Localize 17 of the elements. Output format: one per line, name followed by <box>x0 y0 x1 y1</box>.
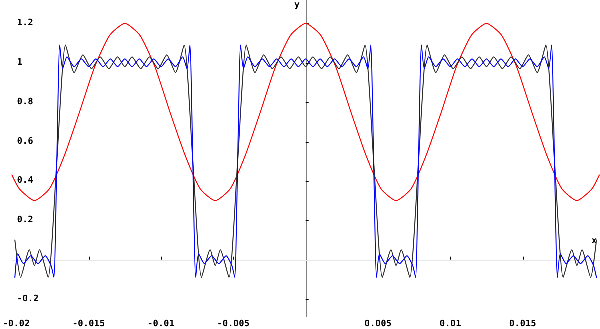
y-tick-label: 1.2 <box>17 18 34 29</box>
x-tick-label: 0.01 <box>440 320 462 329</box>
y-tick-label: -0.2 <box>17 294 39 304</box>
y-tick-label: 0.6 <box>17 136 34 147</box>
x-tick-label: 0.015 <box>509 320 536 329</box>
y-axis-title: y <box>294 0 300 10</box>
y-tick-label: 0.2 <box>17 216 34 226</box>
line-series <box>14 44 598 278</box>
y-tick-label: 1 <box>17 58 23 68</box>
x-tick-label: 0.005 <box>364 320 392 329</box>
y-tick-label: 0.8 <box>17 97 34 108</box>
x-axis-title: x <box>592 236 598 246</box>
x-tick-label: -0.02 <box>2 320 30 329</box>
y-tick-label: 0.4 <box>17 176 34 186</box>
x-tick-label: -0.005 <box>217 320 250 329</box>
x-tick-label: -0.01 <box>148 320 175 329</box>
x-tick-label: -0.015 <box>72 320 106 329</box>
